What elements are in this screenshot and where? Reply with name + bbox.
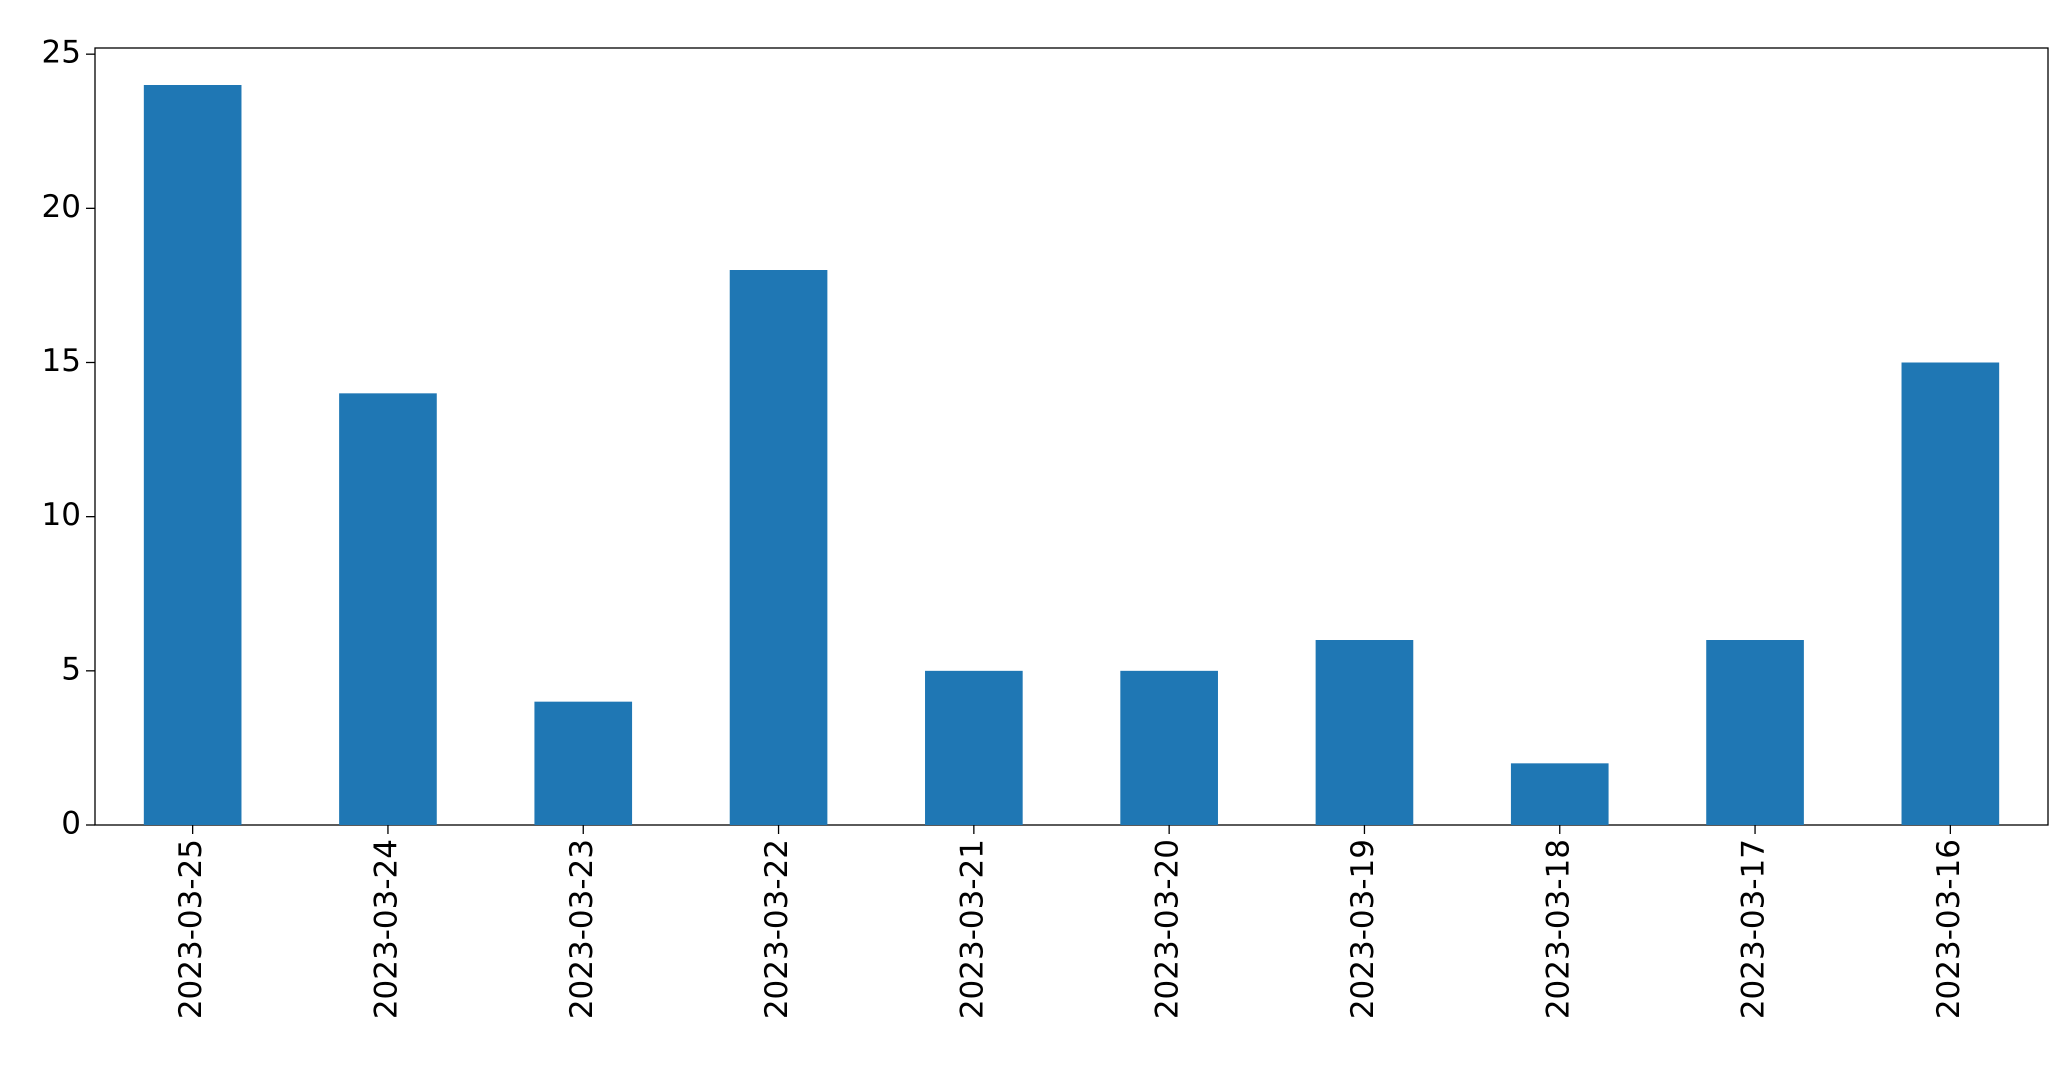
bar	[1901, 362, 2000, 825]
bar	[1120, 670, 1218, 825]
x-tick-label: 2023-03-25	[173, 839, 209, 1019]
x-tick-label: 2023-03-17	[1736, 839, 1772, 1019]
y-tick-label: 10	[42, 497, 81, 533]
x-tick-label: 2023-03-21	[954, 839, 990, 1019]
x-tick-label: 2023-03-23	[564, 839, 600, 1019]
plot-frame	[94, 47, 2049, 826]
bar	[143, 85, 242, 825]
bar	[1706, 640, 1804, 825]
bar	[729, 270, 828, 825]
x-tick-label: 2023-03-22	[759, 839, 795, 1019]
y-tick-label: 5	[61, 651, 81, 687]
x-tick-label: 2023-03-19	[1345, 839, 1381, 1019]
y-tick-label: 20	[42, 189, 81, 225]
y-tick-label: 25	[42, 35, 81, 71]
x-tick-label: 2023-03-24	[368, 839, 404, 1019]
bar	[1315, 640, 1414, 825]
bar	[534, 701, 633, 825]
x-tick-label: 2023-03-20	[1150, 839, 1186, 1019]
y-tick-label: 0	[61, 806, 81, 842]
bar	[339, 393, 437, 825]
x-tick-label: 2023-03-18	[1540, 839, 1576, 1019]
bar	[1510, 763, 1609, 825]
x-tick-label: 2023-03-16	[1931, 839, 1967, 1019]
bar	[925, 670, 1023, 825]
y-tick-label: 15	[42, 343, 81, 379]
